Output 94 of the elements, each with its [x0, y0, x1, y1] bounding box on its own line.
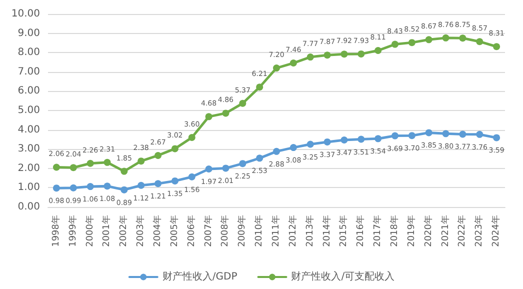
- x-tick-label: 2005年: [168, 215, 180, 247]
- y-tick-label: 4.00: [18, 124, 40, 136]
- point: [154, 180, 162, 188]
- x-tick-label: 2004年: [152, 215, 164, 247]
- point: [188, 173, 196, 180]
- x-tick-label: 2015年: [338, 215, 350, 247]
- point: [86, 160, 94, 167]
- point: [52, 184, 60, 192]
- point: [239, 100, 246, 107]
- point: [476, 130, 484, 138]
- point: [391, 40, 398, 48]
- x-tick-label: 2021年: [440, 215, 451, 247]
- point: [273, 148, 280, 155]
- x-tick-label: 2000年: [84, 215, 96, 247]
- point: [222, 164, 230, 172]
- point: [391, 132, 398, 140]
- point: [358, 136, 365, 143]
- point: [459, 34, 466, 42]
- point: [374, 135, 382, 142]
- x-tick-label: 1998年: [50, 215, 62, 247]
- legend-label: 财产性收入/GDP: [162, 270, 238, 282]
- y-tick-label: 8.00: [18, 47, 40, 58]
- point: [52, 164, 60, 171]
- legend-label: 财产性收入/可支配收入: [291, 270, 395, 282]
- x-tick-label: 2001年: [101, 215, 112, 247]
- x-tick-label: 1999年: [67, 215, 78, 247]
- point: [290, 60, 297, 67]
- y-tick-label: 9.00: [18, 28, 40, 39]
- point: [205, 165, 212, 172]
- y-tick-label: 7.00: [18, 66, 40, 78]
- point: [408, 132, 416, 140]
- x-tick-label: 2022年: [456, 215, 468, 247]
- point: [408, 39, 416, 46]
- y-tick-label: 5.00: [18, 105, 40, 116]
- point: [138, 158, 145, 165]
- y-tick-label: 6.00: [18, 86, 40, 97]
- point: [273, 64, 280, 72]
- point: [239, 160, 246, 168]
- point: [358, 50, 365, 58]
- x-tick-label: 2024年: [490, 215, 502, 247]
- x-tick-label: 2013年: [304, 215, 316, 247]
- x-tick-label: 2016年: [355, 215, 366, 247]
- y-tick-label: 3.00: [18, 144, 40, 155]
- y-tick-label: 0.00: [18, 202, 40, 212]
- point: [188, 134, 196, 142]
- point: [290, 144, 297, 152]
- x-tick-label: 2009年: [236, 215, 248, 247]
- x-tick-label: 2011年: [270, 215, 282, 247]
- point: [442, 34, 450, 42]
- x-tick-label: 2020年: [422, 215, 434, 247]
- x-tick-label: 2006年: [186, 215, 197, 247]
- x-tick-label: 2003年: [135, 215, 146, 247]
- point: [70, 164, 77, 172]
- point: [306, 54, 314, 61]
- point: [493, 43, 500, 50]
- point: [171, 145, 178, 152]
- x-tick-label: 2008年: [220, 215, 231, 247]
- point: [205, 113, 212, 120]
- y-tick-label: 1.00: [18, 182, 40, 194]
- point: [256, 154, 264, 162]
- point: [374, 46, 382, 54]
- point: [86, 183, 94, 190]
- point: [493, 134, 500, 142]
- point: [340, 136, 348, 144]
- x-tick-label: 2012年: [287, 215, 298, 247]
- point: [154, 152, 162, 159]
- point: [222, 110, 230, 117]
- point: [138, 182, 145, 189]
- x-tick-label: 2007年: [202, 215, 214, 247]
- point: [324, 138, 331, 146]
- x-tick-label: 2019年: [406, 215, 417, 247]
- x-tick-label: 2023年: [474, 215, 485, 247]
- point: [104, 182, 111, 190]
- point: [306, 140, 314, 148]
- point: [425, 36, 432, 44]
- point: [104, 158, 111, 166]
- point: [120, 168, 128, 175]
- y-tick-label: 2.00: [18, 162, 40, 174]
- point: [442, 130, 450, 138]
- x-tick-label: 2002年: [118, 215, 130, 247]
- point: [340, 50, 348, 58]
- point: [459, 130, 466, 138]
- y-tick-label: 10.00: [11, 8, 40, 20]
- point: [120, 186, 128, 194]
- point: [256, 84, 264, 91]
- point: [70, 184, 77, 192]
- point: [324, 52, 331, 59]
- x-tick-label: 2010年: [254, 215, 265, 247]
- x-tick-label: 2014年: [321, 215, 332, 247]
- x-tick-label: 2018年: [388, 215, 400, 247]
- point: [476, 38, 484, 46]
- point: [425, 129, 432, 136]
- point: [171, 177, 178, 184]
- x-tick-label: 2017年: [372, 215, 384, 247]
